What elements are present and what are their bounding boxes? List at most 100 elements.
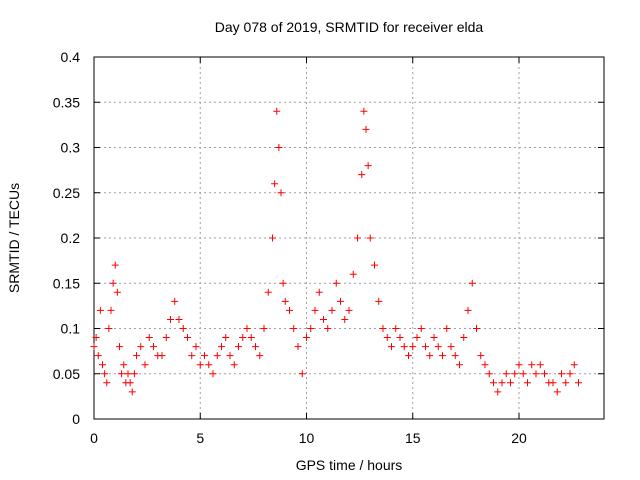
data-point xyxy=(553,388,561,396)
data-point xyxy=(575,379,582,387)
data-point xyxy=(434,343,442,351)
data-point xyxy=(337,297,344,305)
data-point xyxy=(171,297,179,305)
data-point xyxy=(451,352,459,360)
data-point xyxy=(281,297,289,305)
data-point xyxy=(396,334,404,342)
data-point xyxy=(315,288,323,296)
data-point xyxy=(252,343,259,351)
data-point xyxy=(256,352,264,360)
data-point xyxy=(405,352,412,360)
data-point xyxy=(413,334,421,342)
grid-layer xyxy=(94,57,604,419)
y-tick-label: 0.05 xyxy=(53,366,80,382)
data-point xyxy=(332,279,340,287)
data-point xyxy=(383,334,391,342)
data-point xyxy=(532,370,540,378)
x-tick-label: 5 xyxy=(196,430,204,446)
data-point xyxy=(222,334,230,342)
data-point xyxy=(205,361,213,369)
data-point xyxy=(128,388,136,396)
data-point xyxy=(303,334,310,342)
data-point xyxy=(92,334,100,342)
data-point xyxy=(133,352,140,360)
data-point xyxy=(145,334,153,342)
data-point xyxy=(269,234,276,242)
data-point xyxy=(341,315,349,323)
data-point xyxy=(549,379,557,387)
data-point xyxy=(498,379,506,387)
data-point xyxy=(562,379,570,387)
tick-label-layer: 0 5 10 15 20 0 0.05 0.1 0.15 0.2 0.25 0.3 0.35 0.4 xyxy=(53,49,527,446)
data-point xyxy=(184,334,191,342)
data-point xyxy=(511,370,519,378)
data-point xyxy=(358,171,366,179)
data-point xyxy=(360,107,368,115)
data-point xyxy=(90,343,98,351)
data-point xyxy=(286,306,293,314)
data-point xyxy=(247,334,255,342)
data-point xyxy=(179,325,187,332)
data-point xyxy=(519,370,527,378)
data-point xyxy=(271,180,279,188)
data-point xyxy=(490,379,497,387)
data-point xyxy=(443,325,451,332)
data-point xyxy=(126,379,134,387)
data-point xyxy=(192,343,200,351)
data-point xyxy=(294,343,302,351)
y-tick-label: 0.1 xyxy=(61,321,81,337)
data-point xyxy=(167,315,174,323)
data-point xyxy=(324,325,332,332)
data-point xyxy=(485,370,493,378)
data-point xyxy=(473,325,480,332)
data-point xyxy=(400,343,408,351)
data-point xyxy=(426,352,434,360)
x-axis-label: GPS time / hours xyxy=(296,457,403,473)
data-point xyxy=(101,370,109,378)
data-point xyxy=(388,343,395,351)
tick-layer xyxy=(93,56,604,420)
data-point xyxy=(120,361,128,369)
data-point xyxy=(273,107,281,115)
data-point xyxy=(96,306,104,314)
data-point xyxy=(137,343,145,351)
data-point xyxy=(277,189,285,197)
data-point xyxy=(320,315,327,323)
data-point xyxy=(364,162,372,170)
data-point xyxy=(116,343,123,351)
data-point xyxy=(371,261,378,269)
x-tick-label: 20 xyxy=(511,430,527,446)
data-point xyxy=(566,370,574,378)
data-point xyxy=(188,352,196,360)
data-point xyxy=(118,370,126,378)
data-point xyxy=(447,343,455,351)
data-point xyxy=(130,370,138,378)
data-point xyxy=(417,325,425,332)
data-point xyxy=(275,144,283,151)
data-point xyxy=(362,125,370,133)
data-point xyxy=(477,352,485,360)
data-point xyxy=(226,352,234,360)
y-tick-label: 0.35 xyxy=(53,94,80,110)
data-point xyxy=(439,352,446,360)
data-point xyxy=(307,325,315,332)
data-point xyxy=(379,325,387,332)
data-point xyxy=(158,352,166,360)
data-point xyxy=(464,306,472,314)
data-point xyxy=(213,352,221,360)
data-point xyxy=(239,334,247,342)
data-point xyxy=(141,361,149,369)
data-point xyxy=(94,352,102,360)
chart-title: Day 078 of 2019, SRMTID for receiver eld… xyxy=(215,19,484,35)
data-point xyxy=(103,379,111,387)
data-point xyxy=(243,325,251,332)
data-point xyxy=(328,306,336,314)
data-point xyxy=(196,361,204,369)
data-point xyxy=(311,306,319,314)
data-point xyxy=(162,334,170,342)
x-tick-label: 10 xyxy=(299,430,315,446)
data-point xyxy=(107,306,115,314)
data-point xyxy=(230,361,238,369)
